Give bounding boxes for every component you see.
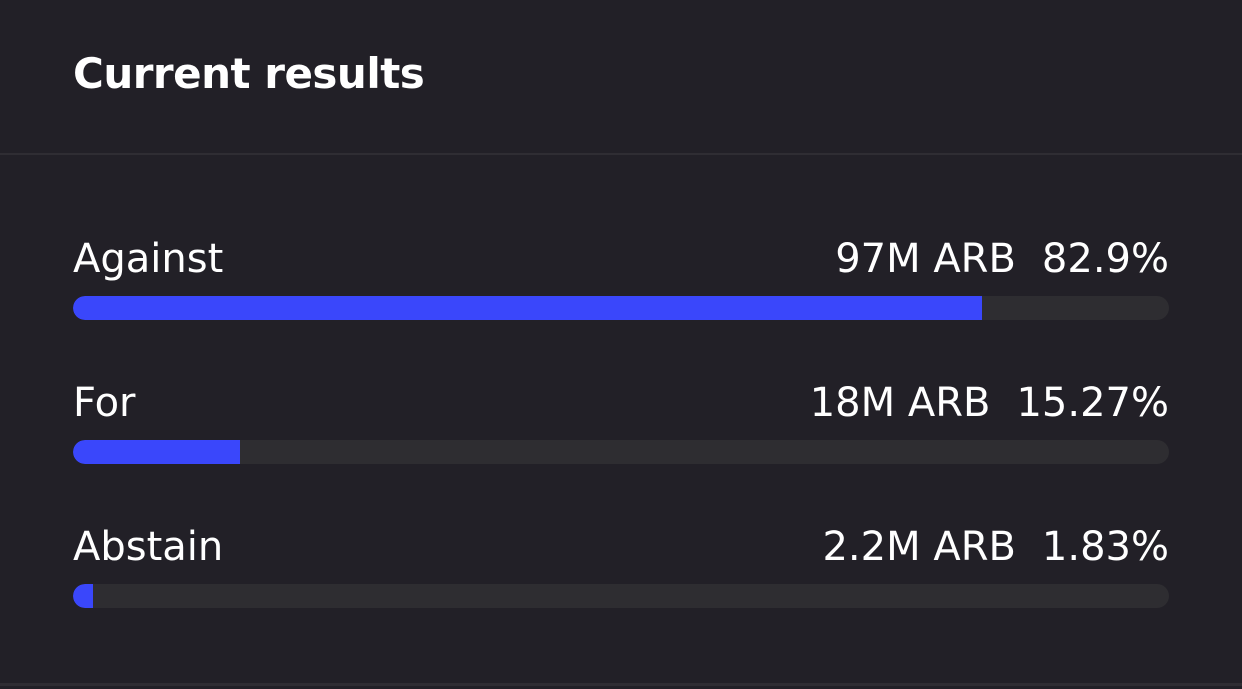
progress-track xyxy=(73,296,1169,320)
option-values: 18M ARB 15.27% xyxy=(810,378,1169,428)
progress-fill xyxy=(73,440,241,464)
divider xyxy=(0,683,1242,686)
vote-amount: 18M ARB xyxy=(809,380,991,426)
progress-fill xyxy=(73,584,94,608)
vote-amount: 97M ARB xyxy=(835,236,1016,282)
progress-fill xyxy=(73,296,982,320)
vote-amount: 2.2M ARB xyxy=(822,524,1016,570)
vote-percent: 15.27% xyxy=(1016,380,1169,426)
option-values: 97M ARB 82.9% xyxy=(835,234,1169,284)
progress-track xyxy=(73,584,1169,608)
option-label: Abstain xyxy=(73,524,224,570)
option-label: Against xyxy=(73,236,224,282)
result-row: For 18M ARB 15.27% xyxy=(73,378,1169,488)
vote-percent: 82.9% xyxy=(1041,236,1169,282)
title: Current results xyxy=(73,49,425,98)
result-row: Abstain 2.2M ARB 1.83% xyxy=(73,522,1169,632)
divider xyxy=(0,153,1242,155)
progress-track xyxy=(73,440,1169,464)
vote-percent: 1.83% xyxy=(1041,524,1169,570)
result-row: Against 97M ARB 82.9% xyxy=(73,234,1169,344)
option-values: 2.2M ARB 1.83% xyxy=(822,522,1169,572)
option-label: For xyxy=(73,380,136,426)
